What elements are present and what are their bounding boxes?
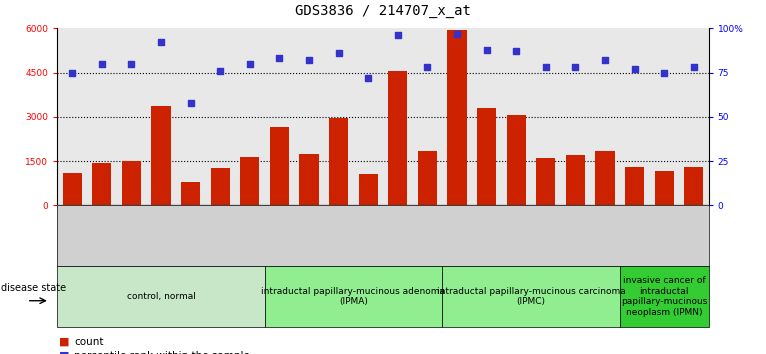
Text: intraductal papillary-mucinous adenoma
(IPMA): intraductal papillary-mucinous adenoma (… — [261, 287, 445, 306]
Point — [185, 100, 197, 105]
Point — [421, 64, 434, 70]
Text: ■: ■ — [59, 351, 70, 354]
Point — [126, 61, 138, 67]
Point — [362, 75, 375, 81]
Text: GDS3836 / 214707_x_at: GDS3836 / 214707_x_at — [295, 4, 471, 18]
Point — [96, 61, 108, 67]
Bar — [477, 108, 496, 205]
Bar — [358, 175, 378, 205]
Bar — [684, 167, 703, 205]
Text: percentile rank within the sample: percentile rank within the sample — [74, 351, 250, 354]
Point — [244, 61, 256, 67]
Bar — [181, 182, 200, 205]
Point — [303, 57, 315, 63]
Point — [540, 64, 552, 70]
Point — [273, 56, 286, 61]
Bar — [92, 162, 112, 205]
Bar — [63, 173, 82, 205]
Text: ■: ■ — [59, 337, 70, 347]
Bar — [625, 167, 644, 205]
Point — [569, 64, 581, 70]
Point — [451, 31, 463, 36]
Bar — [566, 155, 585, 205]
Point — [214, 68, 227, 74]
Bar — [329, 118, 349, 205]
Bar — [122, 161, 141, 205]
Bar — [654, 171, 674, 205]
Bar — [211, 169, 230, 205]
Bar — [536, 158, 555, 205]
Text: count: count — [74, 337, 104, 347]
Point — [391, 33, 404, 38]
Text: intraductal papillary-mucinous carcinoma
(IPMC): intraductal papillary-mucinous carcinoma… — [437, 287, 625, 306]
Point — [628, 66, 640, 72]
Point — [480, 47, 493, 52]
Bar — [447, 30, 466, 205]
Point — [688, 64, 700, 70]
Text: invasive cancer of
intraductal
papillary-mucinous
neoplasm (IPMN): invasive cancer of intraductal papillary… — [621, 276, 707, 316]
Point — [155, 40, 167, 45]
Bar — [388, 71, 408, 205]
Bar — [270, 127, 289, 205]
Bar — [595, 151, 614, 205]
Text: control, normal: control, normal — [126, 292, 195, 301]
Bar — [300, 154, 319, 205]
Point — [599, 57, 611, 63]
Point — [66, 70, 78, 75]
Point — [510, 48, 522, 54]
Text: disease state: disease state — [1, 282, 66, 293]
Point — [332, 50, 345, 56]
Bar — [152, 107, 171, 205]
Bar — [241, 156, 260, 205]
Point — [658, 70, 670, 75]
Bar — [417, 151, 437, 205]
Bar — [506, 115, 525, 205]
